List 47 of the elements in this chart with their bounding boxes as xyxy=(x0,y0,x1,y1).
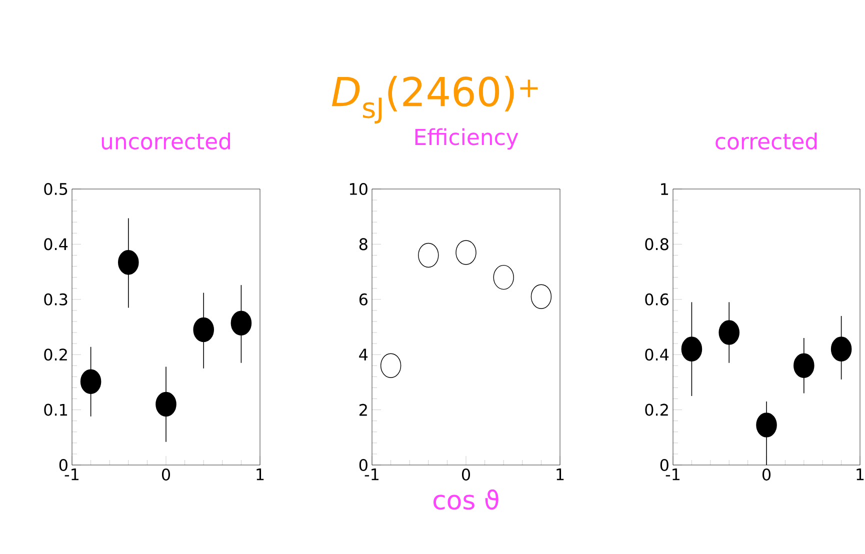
x-tick-label: 0 xyxy=(462,468,470,481)
point xyxy=(530,284,552,309)
point xyxy=(681,336,702,362)
chart-subtitle: corrected xyxy=(716,132,817,150)
x-tick-label: 0 xyxy=(162,468,170,481)
point xyxy=(456,240,476,265)
x-tick-label: 1 xyxy=(256,468,264,480)
x-tick-label: -1 xyxy=(64,468,78,480)
y-tick-label: 2 xyxy=(360,404,367,416)
y-tick-label: 0 xyxy=(359,458,368,472)
point xyxy=(493,264,514,290)
point xyxy=(718,320,740,345)
y-tick-label: 1 xyxy=(661,183,668,195)
point xyxy=(756,412,777,438)
y-tick-label: 0.1 xyxy=(44,404,68,416)
chart-subtitle: uncorrected xyxy=(102,132,230,150)
point xyxy=(156,392,176,417)
y-tick-label: 0.4 xyxy=(645,348,669,361)
chart-title: D$_{sJ}$(2460)$^{+}$ xyxy=(332,76,538,124)
point xyxy=(193,317,214,342)
y-tick-label: 8 xyxy=(359,238,368,250)
chart-subtitle: Efficiency xyxy=(415,128,518,150)
y-tick-label: 6 xyxy=(359,293,368,306)
point xyxy=(380,353,402,378)
y-tick-label: 0.3 xyxy=(44,293,68,306)
y-tick-label: 4 xyxy=(359,348,368,360)
x-tick-label: 0 xyxy=(762,468,771,481)
x-tick-label: -1 xyxy=(666,468,680,480)
point xyxy=(230,310,252,336)
x-axis-title: cos ϑ xyxy=(434,489,498,510)
x-tick-label: 1 xyxy=(856,468,864,480)
point xyxy=(80,369,102,394)
point xyxy=(830,336,852,362)
y-tick-label: 0 xyxy=(59,458,68,472)
point xyxy=(794,353,814,378)
y-tick-label: 0.4 xyxy=(44,238,68,250)
x-tick-label: -1 xyxy=(364,468,378,480)
y-tick-label: 0.2 xyxy=(645,404,668,416)
y-tick-label: 10 xyxy=(350,182,368,196)
x-tick-label: 1 xyxy=(556,468,564,480)
y-tick-label: 0.8 xyxy=(645,238,668,250)
point xyxy=(418,242,439,268)
y-tick-label: 0 xyxy=(660,458,668,472)
y-tick-label: 0.5 xyxy=(44,182,68,196)
y-tick-label: 0.6 xyxy=(645,293,668,306)
point xyxy=(118,250,139,275)
y-tick-label: 0.2 xyxy=(44,348,67,361)
